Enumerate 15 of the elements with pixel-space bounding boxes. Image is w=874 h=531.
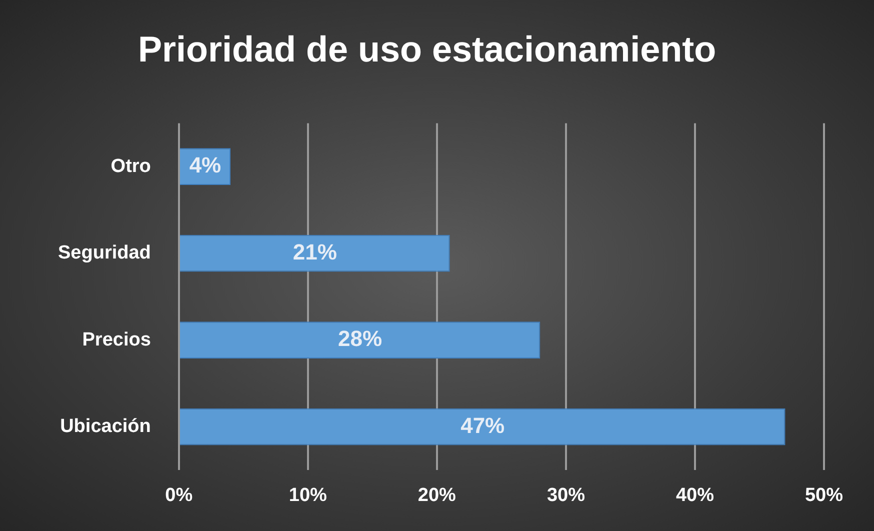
data-label: 21% — [292, 239, 337, 264]
x-tick-label: 20% — [418, 484, 456, 506]
data-label: 4% — [189, 152, 222, 178]
y-tick-label: Ubicación — [60, 416, 151, 438]
data-label: 47% — [460, 412, 505, 438]
chart-title: Prioridad de uso estacionamiento — [138, 28, 716, 70]
y-tick-label: Otro — [110, 156, 151, 177]
x-tick-label: 40% — [676, 484, 714, 506]
data-label: 28% — [338, 326, 382, 352]
x-tick-label: 0% — [165, 484, 193, 506]
y-tick-label: Precios — [82, 329, 151, 350]
x-tick-label: 30% — [546, 484, 586, 506]
x-tick-label: 50% — [804, 484, 844, 506]
y-tick-label: Seguridad — [58, 242, 151, 264]
x-tick-label: 10% — [288, 484, 328, 506]
